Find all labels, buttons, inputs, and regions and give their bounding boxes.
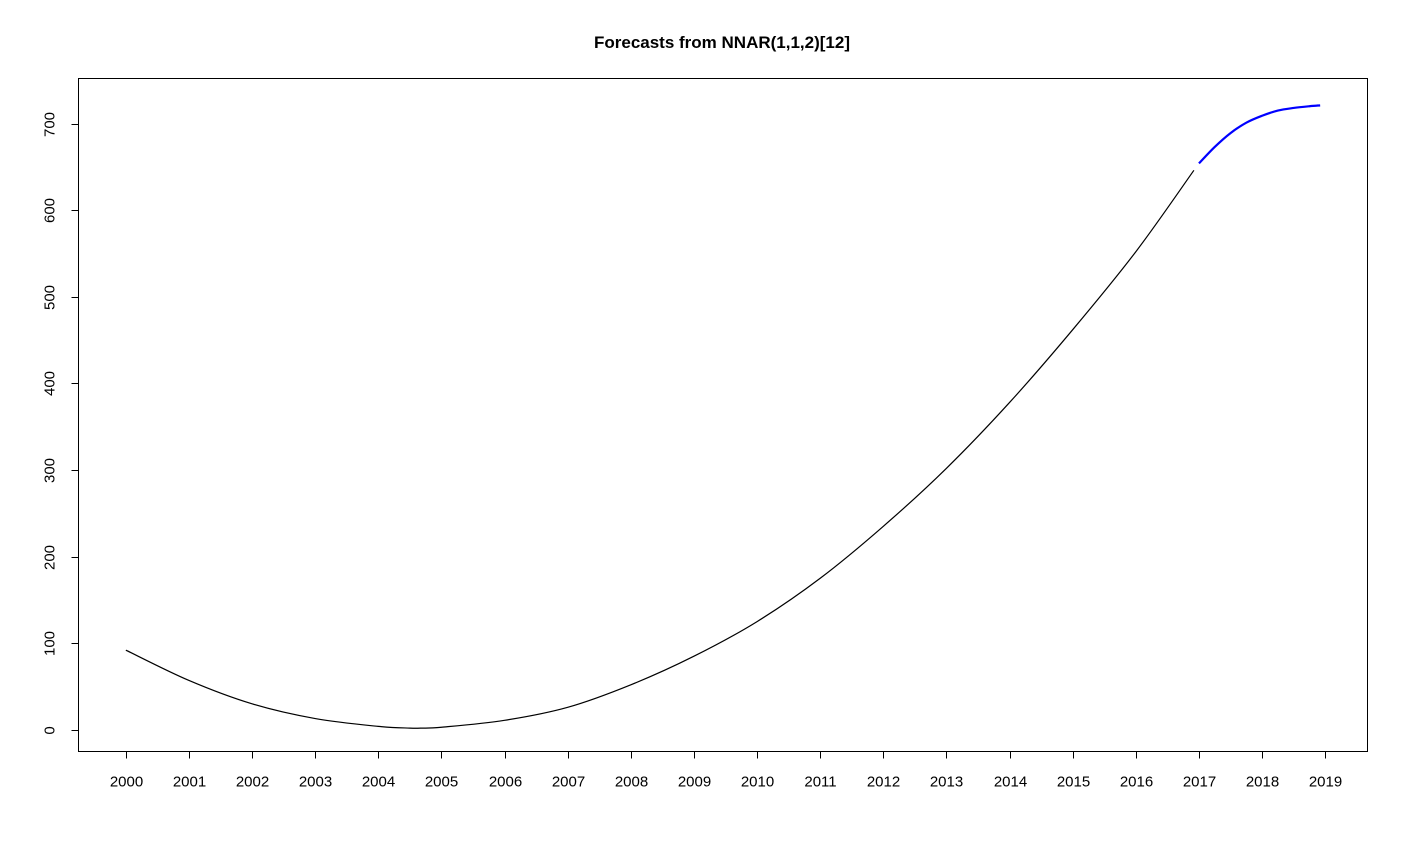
x-tick-label: 2012 bbox=[867, 774, 900, 791]
series-group bbox=[125, 104, 1321, 729]
x-tick-label: 2005 bbox=[425, 774, 458, 791]
x-tick-label: 2001 bbox=[173, 774, 206, 791]
y-axis: 0 100 200 300 400 500 600 700 bbox=[42, 112, 79, 735]
x-tick-label: 2007 bbox=[552, 774, 585, 791]
forecast-series-line bbox=[1198, 104, 1321, 165]
x-tick-label: 2018 bbox=[1246, 774, 1279, 791]
x-tick-label: 2017 bbox=[1183, 774, 1216, 791]
y-tick-label: 300 bbox=[42, 458, 59, 483]
x-tick-label: 2008 bbox=[615, 774, 648, 791]
x-tick-label: 2014 bbox=[994, 774, 1027, 791]
y-tick-label: 0 bbox=[42, 726, 59, 734]
x-tick-label: 2003 bbox=[299, 774, 332, 791]
observed-series-line bbox=[125, 169, 1195, 729]
y-tick-label: 600 bbox=[42, 198, 59, 223]
x-tick-label: 2004 bbox=[362, 774, 395, 791]
y-tick-label: 500 bbox=[42, 285, 59, 310]
x-tick-label: 2015 bbox=[1057, 774, 1090, 791]
y-tick-label: 700 bbox=[42, 112, 59, 137]
x-tick-label: 2011 bbox=[804, 774, 836, 791]
x-tick-label: 2000 bbox=[110, 774, 143, 791]
y-tick-label: 200 bbox=[42, 545, 59, 570]
y-tick-label: 100 bbox=[42, 631, 59, 656]
x-tick-label: 2006 bbox=[489, 774, 522, 791]
x-axis: 2000 2001 2002 2003 2004 2005 2006 2007 2008 2009… bbox=[110, 751, 1342, 791]
y-tick-label: 400 bbox=[42, 371, 59, 396]
chart-title: Forecasts from NNAR(1,1,2)[12] bbox=[594, 33, 850, 52]
x-tick-label: 2009 bbox=[678, 774, 711, 791]
x-tick-label: 2016 bbox=[1120, 774, 1153, 791]
x-tick-label: 2002 bbox=[236, 774, 269, 791]
x-tick-label: 2013 bbox=[930, 774, 963, 791]
x-tick-label: 2010 bbox=[741, 774, 774, 791]
x-tick-label: 2019 bbox=[1309, 774, 1342, 791]
plot-area-frame bbox=[78, 78, 1368, 752]
